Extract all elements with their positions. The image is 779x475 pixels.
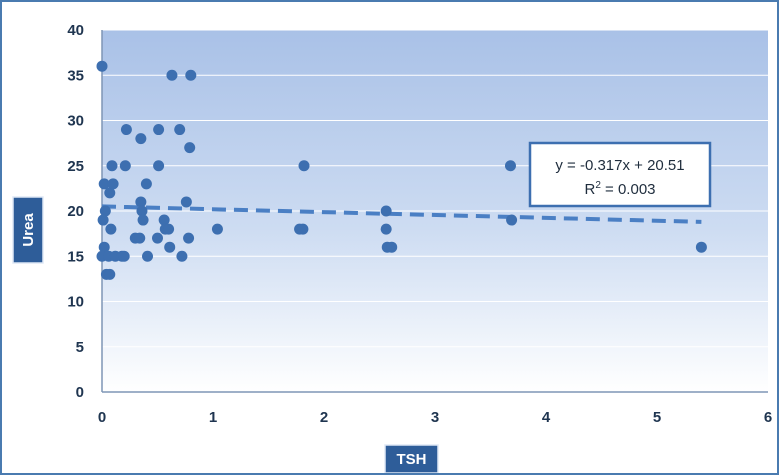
data-point (166, 69, 178, 81)
data-point (99, 205, 111, 217)
x-axis-label-box: TSH (384, 444, 439, 473)
data-point (119, 160, 131, 172)
data-point (134, 232, 146, 244)
data-point (380, 205, 392, 217)
data-point (105, 223, 117, 235)
data-point (158, 214, 170, 226)
x-tick-label: 3 (431, 409, 439, 426)
data-point (380, 223, 392, 235)
data-point (135, 196, 147, 208)
data-point (118, 250, 130, 262)
data-point (174, 124, 186, 136)
data-point (386, 241, 398, 253)
data-point (176, 250, 188, 262)
data-point (164, 241, 176, 253)
data-point (98, 241, 110, 253)
y-tick-label: 20 (67, 203, 84, 220)
data-point (104, 187, 116, 199)
trendline-equation: y = -0.317x + 20.51 (555, 157, 684, 174)
data-point (152, 232, 163, 244)
data-point (297, 223, 309, 235)
data-point (153, 160, 165, 172)
data-point (298, 160, 310, 172)
data-point (184, 142, 196, 154)
data-point (180, 196, 192, 208)
data-point (211, 223, 223, 235)
data-point (107, 178, 119, 190)
data-point (695, 241, 707, 253)
data-point (153, 124, 165, 136)
y-tick-label: 30 (67, 113, 84, 130)
y-tick-label: 35 (67, 67, 84, 84)
data-point (140, 178, 152, 190)
data-point (137, 214, 149, 226)
x-tick-label: 0 (98, 409, 106, 426)
data-point (506, 214, 518, 226)
y-tick-label: 40 (67, 22, 84, 39)
x-tick-label: 4 (542, 409, 551, 426)
x-tick-label: 1 (209, 409, 217, 426)
data-point (106, 160, 118, 172)
x-tick-label: 6 (764, 409, 772, 426)
y-axis-label: Urea (20, 213, 37, 247)
data-point (163, 223, 175, 235)
data-point (504, 160, 516, 172)
y-tick-label: 15 (67, 248, 84, 265)
data-points (96, 60, 707, 280)
data-point (185, 69, 197, 81)
trendline (101, 204, 702, 224)
y-axis-label-box: Urea (12, 196, 44, 264)
y-tick-label: 25 (67, 158, 84, 175)
data-point (136, 205, 148, 217)
data-point (142, 250, 154, 262)
data-point (183, 232, 195, 244)
x-tick-label: 2 (320, 409, 328, 426)
data-point (120, 124, 132, 136)
r-squared-label: R2 = 0.003 (584, 180, 655, 198)
x-tick-label: 5 (653, 409, 661, 426)
x-axis-label: TSH (397, 451, 427, 468)
trendline-equation-box: y = -0.317x + 20.51 R2 = 0.003 (528, 141, 712, 208)
y-tick-label: 5 (76, 339, 84, 356)
data-point (104, 268, 116, 280)
y-tick-labels: 0 5 10 15 20 25 30 35 40 (67, 22, 84, 401)
y-tick-label: 0 (76, 384, 84, 401)
y-tick-label: 10 (67, 294, 84, 311)
x-tick-labels: 0 1 2 3 4 5 6 (98, 409, 772, 426)
data-point (135, 133, 147, 145)
data-point (98, 178, 110, 190)
data-point (97, 214, 109, 226)
data-point (96, 60, 108, 72)
